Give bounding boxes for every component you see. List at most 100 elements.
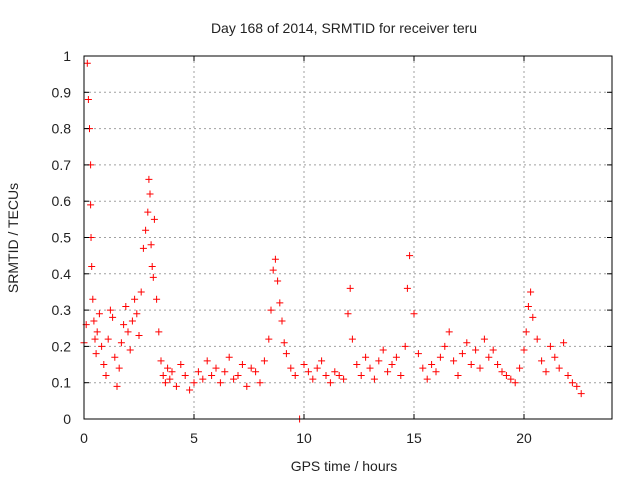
data-point <box>577 390 585 398</box>
data-point <box>216 379 224 387</box>
data-point <box>463 339 471 347</box>
data-point <box>335 371 343 379</box>
data-point <box>331 368 339 376</box>
data-point <box>379 346 387 354</box>
data-point <box>410 310 418 318</box>
data-point <box>256 379 264 387</box>
data-point <box>117 339 125 347</box>
data-point <box>300 361 308 369</box>
data-point <box>142 226 150 234</box>
data-point <box>507 375 515 383</box>
data-point <box>83 59 91 67</box>
data-point <box>122 302 130 310</box>
data-point <box>441 342 449 350</box>
y-tick-label: 0.7 <box>52 157 72 173</box>
data-point <box>146 190 154 198</box>
data-point <box>199 375 207 383</box>
data-point <box>91 335 99 343</box>
data-point <box>144 208 152 216</box>
data-point <box>472 346 480 354</box>
data-point <box>564 371 572 379</box>
data-point <box>149 273 157 281</box>
data-point <box>467 361 475 369</box>
data-point <box>243 382 251 390</box>
data-point <box>92 350 100 358</box>
data-point <box>560 339 568 347</box>
x-axis-label: GPS time / hours <box>291 458 398 474</box>
data-point <box>362 353 370 361</box>
data-point <box>276 299 284 307</box>
data-point <box>546 342 554 350</box>
data-point <box>524 302 532 310</box>
data-point <box>148 263 156 271</box>
data-point <box>480 335 488 343</box>
data-point <box>538 357 546 365</box>
data-point <box>177 361 185 369</box>
data-point <box>155 328 163 336</box>
data-point <box>159 371 167 379</box>
data-point <box>89 295 97 303</box>
data-point <box>375 357 383 365</box>
data-point <box>384 368 392 376</box>
data-point <box>357 371 365 379</box>
chart-title: Day 168 of 2014, SRMTID for receiver ter… <box>211 20 477 36</box>
data-point <box>95 310 103 318</box>
data-point <box>494 361 502 369</box>
data-point <box>234 371 242 379</box>
data-point <box>269 266 277 274</box>
y-tick-label: 0.1 <box>52 375 72 391</box>
data-point <box>190 379 198 387</box>
data-point <box>267 306 275 314</box>
data-point <box>172 382 180 390</box>
data-point <box>278 317 286 325</box>
y-tick-label: 0.5 <box>52 230 72 246</box>
data-point <box>476 364 484 372</box>
data-point <box>100 361 108 369</box>
data-point <box>126 346 134 354</box>
data-point <box>498 368 506 376</box>
x-tick-label: 20 <box>516 430 532 446</box>
data-point <box>265 335 273 343</box>
data-point <box>348 335 356 343</box>
data-point <box>450 357 458 365</box>
data-point <box>344 310 352 318</box>
x-tick-label: 15 <box>406 430 422 446</box>
data-point <box>104 335 112 343</box>
data-point <box>403 284 411 292</box>
x-tick-label: 10 <box>296 430 312 446</box>
data-point <box>98 342 106 350</box>
data-point <box>212 364 220 372</box>
y-tick-label: 0.2 <box>52 338 72 354</box>
data-point <box>93 328 101 336</box>
data-point <box>274 277 282 285</box>
data-point <box>147 241 155 249</box>
data-point <box>135 332 143 340</box>
data-point <box>137 288 145 296</box>
data-point <box>388 361 396 369</box>
data-point <box>124 328 132 336</box>
data-point <box>186 386 194 394</box>
x-tick-label: 0 <box>80 430 88 446</box>
data-point <box>533 335 541 343</box>
data-point <box>423 375 431 383</box>
data-point <box>542 368 550 376</box>
data-point <box>419 364 427 372</box>
data-point <box>88 263 96 271</box>
data-point <box>406 252 414 260</box>
data-point <box>115 364 123 372</box>
data-point <box>157 357 165 365</box>
data-point <box>161 379 169 387</box>
data-point <box>221 368 229 376</box>
data-point <box>131 295 139 303</box>
data-point <box>102 371 110 379</box>
data-point <box>432 368 440 376</box>
data-point <box>304 368 312 376</box>
data-point <box>370 375 378 383</box>
data-point <box>445 328 453 336</box>
data-point <box>280 339 288 347</box>
data-point <box>128 317 136 325</box>
data-point <box>322 371 330 379</box>
data-point <box>489 346 497 354</box>
data-point <box>194 368 202 376</box>
data-point <box>225 353 233 361</box>
